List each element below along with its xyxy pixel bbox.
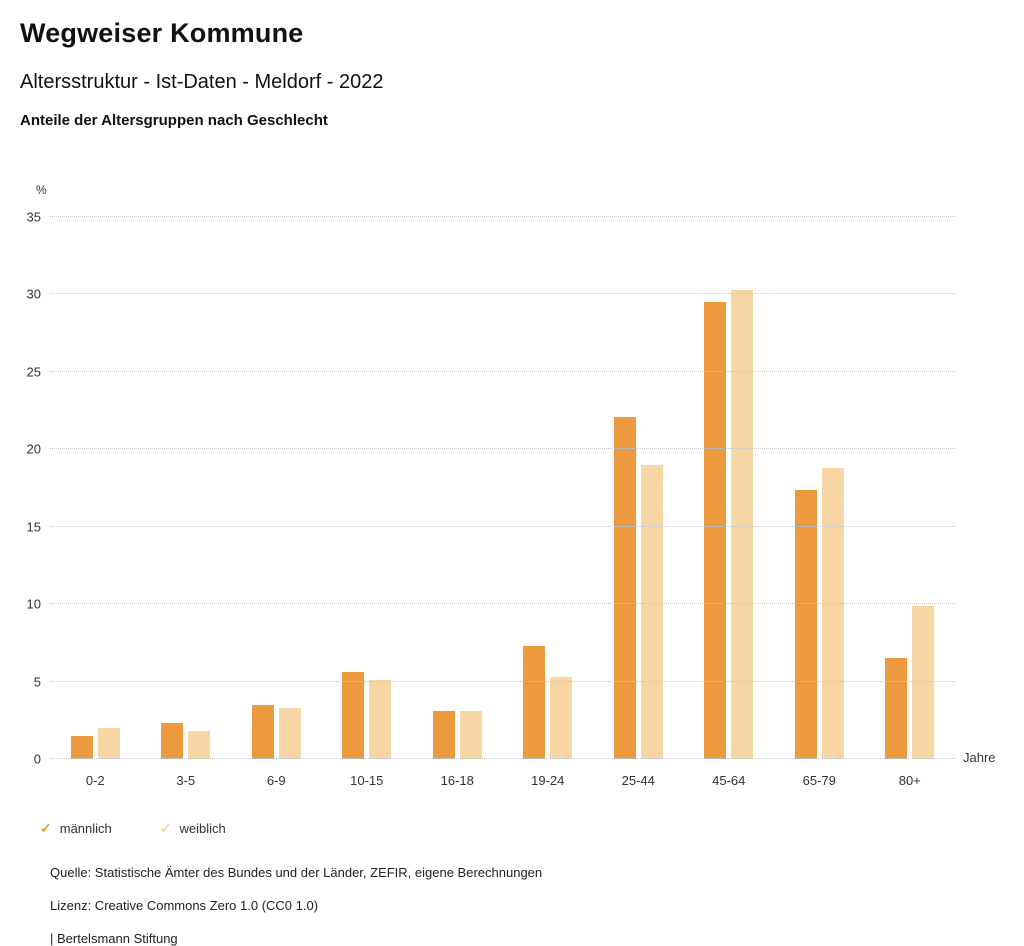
bar-männlich-10-15[interactable] [342, 672, 365, 759]
bar-männlich-0-2[interactable] [70, 735, 93, 759]
y-axis-tick-label: 35 [26, 209, 41, 225]
legend-item-weiblich[interactable]: ✓ weiblich [160, 820, 226, 837]
source-text: Quelle: Statistische Ämter des Bundes un… [50, 865, 543, 880]
x-axis-tick-labels: 0-2 3-5 6-9 10-15 16-18 19-24 25-44 45-64 65-79 8… [50, 773, 955, 788]
bar-weiblich-65-79[interactable] [821, 467, 844, 759]
gridline [50, 370, 955, 372]
page-title: Wegweiser Kommune [20, 18, 304, 48]
y-axis-tick-label: 15 [26, 519, 41, 535]
bar-group-65-79 [774, 217, 865, 759]
attribution-text: | Bertelsmann Stiftung [50, 931, 178, 946]
chart-subtitle: Altersstruktur - Ist-Daten - Meldorf - 2… [20, 71, 384, 93]
bar-männlich-16-18[interactable] [432, 711, 455, 759]
chart-area: % Jahre 0 5 10 15 20 25 30 35 0-2 3-5 6-9 10-15 16-… [27, 183, 1024, 946]
footer: Quelle: Statistische Ämter des Bundes un… [50, 865, 1024, 946]
bar-group-25-44 [593, 217, 684, 759]
bar-weiblich-10-15[interactable] [369, 680, 392, 759]
bar-männlich-3-5[interactable] [161, 723, 184, 759]
y-axis-tick-label: 0 [33, 751, 41, 767]
bar-männlich-6-9[interactable] [251, 704, 274, 759]
bar-group-3-5 [141, 217, 232, 759]
bar-group-0-2 [50, 217, 141, 759]
bar-weiblich-25-44[interactable] [640, 464, 663, 759]
bar-männlich-19-24[interactable] [523, 645, 546, 759]
gridline [50, 603, 955, 605]
bar-weiblich-45-64[interactable] [731, 289, 754, 759]
bar-männlich-25-44[interactable] [613, 416, 636, 759]
gridline [50, 525, 955, 527]
plot-area: Jahre 0 5 10 15 20 25 30 35 [27, 211, 996, 766]
legend-label-maennlich: männlich [59, 821, 112, 836]
bar-group-10-15 [322, 217, 413, 759]
bar-männlich-80+[interactable] [885, 658, 908, 759]
x-axis-tick-label: 19-24 [531, 773, 565, 788]
checkmark-icon: ✓ [159, 820, 172, 836]
x-axis-tick-label: 65-79 [802, 773, 836, 788]
x-axis-tick-label: 25-44 [621, 773, 655, 788]
chart-subheading: Anteile der Altersgruppen nach Geschlech… [20, 112, 328, 129]
bar-weiblich-3-5[interactable] [188, 731, 211, 759]
legend: ✓ männlich ✓ weiblich [40, 820, 1024, 837]
legend-item-maennlich[interactable]: ✓ männlich [40, 820, 112, 837]
x-axis-tick-label: 6-9 [266, 773, 286, 788]
bar-group-80+ [865, 217, 956, 759]
x-axis-tick-label: 10-15 [350, 773, 384, 788]
y-axis-tick-label: 5 [33, 674, 41, 690]
x-axis-tick-label: 80+ [898, 773, 921, 788]
bar-weiblich-19-24[interactable] [550, 676, 573, 759]
gridline [50, 680, 955, 682]
y-axis-tick-label: 20 [26, 441, 41, 457]
x-axis-tick-label: 45-64 [712, 773, 746, 788]
license-text: Lizenz: Creative Commons Zero 1.0 (CC0 1… [50, 898, 319, 913]
gridline [50, 448, 955, 450]
x-axis-tick-label: 0-2 [85, 773, 105, 788]
bar-männlich-65-79[interactable] [794, 489, 817, 759]
bar-groups [50, 217, 955, 759]
gridline [50, 216, 955, 217]
bar-männlich-45-64[interactable] [704, 302, 727, 759]
legend-label-weiblich: weiblich [179, 821, 226, 836]
y-axis-tick-label: 10 [26, 596, 41, 612]
y-axis-unit-label: % [36, 183, 47, 197]
bar-group-16-18 [412, 217, 503, 759]
x-axis-tick-label: 16-18 [440, 773, 474, 788]
bar-weiblich-16-18[interactable] [459, 711, 482, 759]
bar-weiblich-80+[interactable] [912, 605, 935, 759]
bar-group-45-64 [684, 217, 775, 759]
bar-group-6-9 [231, 217, 322, 759]
y-axis-tick-label: 25 [26, 364, 41, 380]
gridline [50, 758, 955, 759]
checkmark-icon: ✓ [40, 820, 52, 836]
gridline [50, 293, 955, 295]
bar-group-19-24 [503, 217, 594, 759]
y-axis-tick-label: 30 [26, 286, 41, 302]
x-axis-label: Jahre [963, 750, 996, 765]
x-axis-tick-label: 3-5 [176, 773, 196, 788]
bar-weiblich-6-9[interactable] [278, 707, 301, 759]
bar-weiblich-0-2[interactable] [97, 728, 120, 759]
